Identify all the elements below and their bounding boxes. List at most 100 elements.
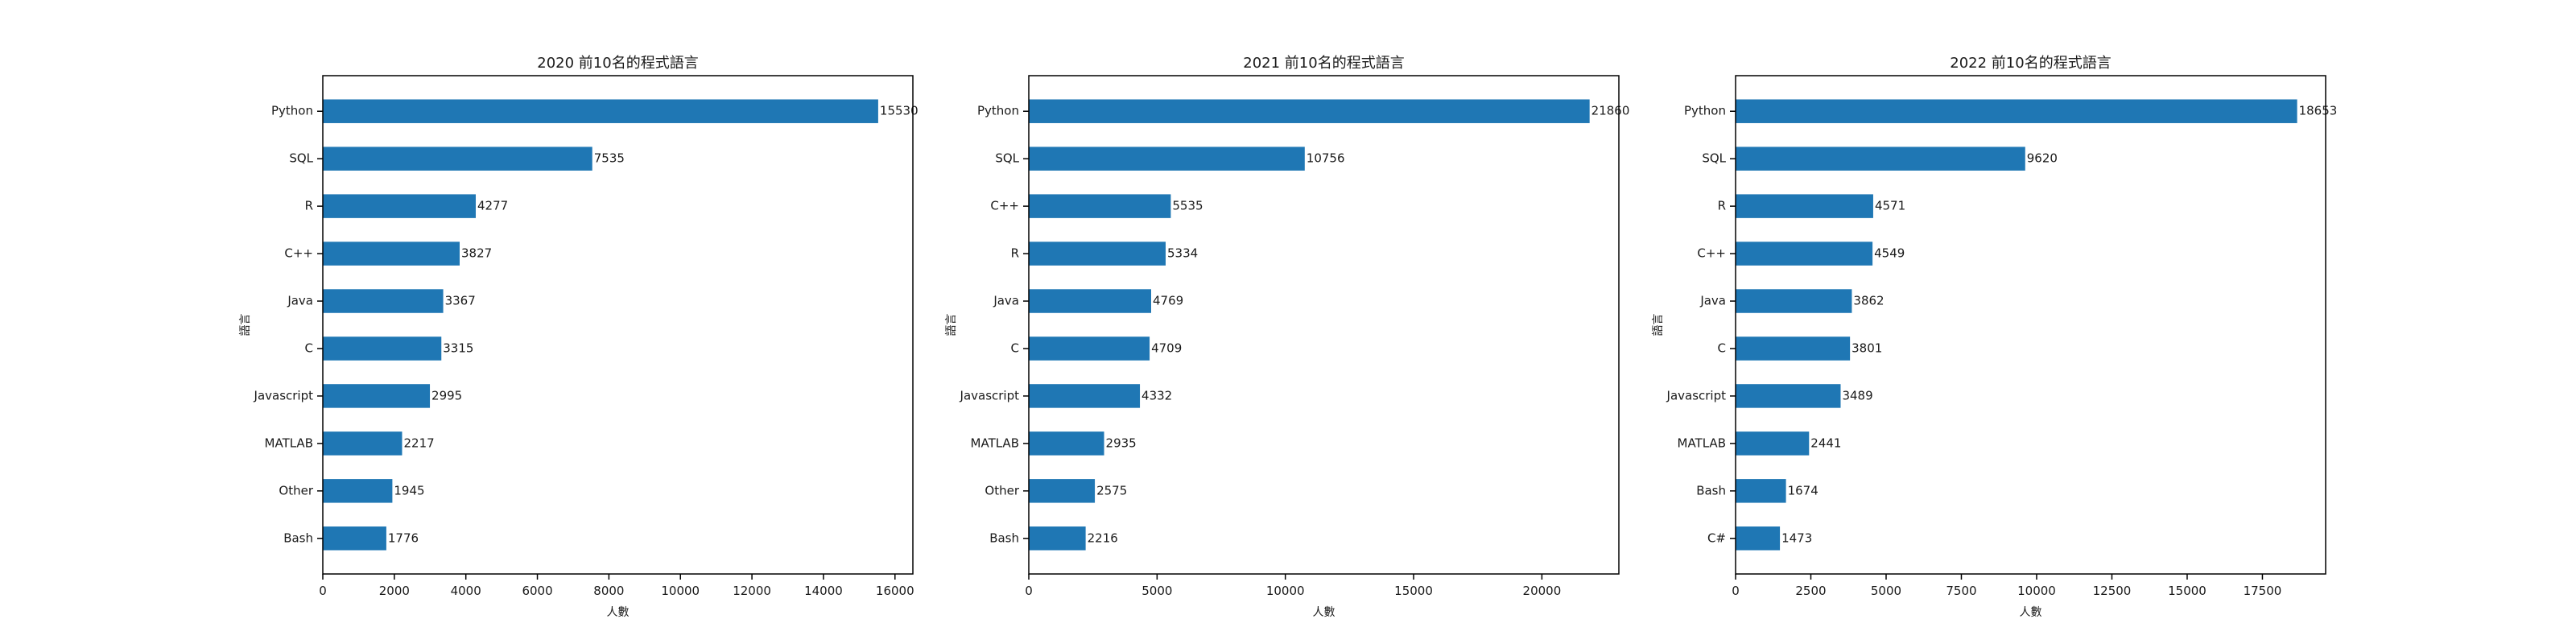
x-tick-label: 6000: [522, 584, 552, 598]
data-label: 3862: [1853, 294, 1884, 308]
y-tick-label: R: [1011, 246, 1019, 261]
bar: [1029, 431, 1104, 456]
y-tick-label: Bash: [1696, 483, 1726, 497]
y-tick-label: C: [1011, 341, 1019, 355]
bar: [1029, 384, 1141, 408]
data-label: 7535: [594, 151, 625, 166]
bar: [1029, 147, 1305, 171]
x-tick-label: 7500: [1946, 584, 1976, 598]
x-tick-label: 12000: [733, 584, 771, 598]
bar: [323, 242, 460, 266]
x-tick-label: 10000: [1266, 584, 1305, 598]
chart-title: 2022 前10名的程式語言: [1950, 55, 2111, 72]
y-tick-label: Other: [279, 483, 313, 497]
y-tick-label: MATLAB: [971, 436, 1019, 450]
x-tick-label: 14000: [804, 584, 843, 598]
y-tick-label: SQL: [995, 151, 1019, 166]
bar: [1736, 147, 2025, 171]
data-label: 4769: [1153, 294, 1183, 308]
plot-frame: [1028, 75, 1620, 575]
bar: [323, 194, 477, 218]
data-label: 1945: [394, 483, 424, 497]
chart-panel-3: Python 18653 SQL 9620 R 4571 C++ 4549 Java 3862 C 3…: [1652, 55, 2337, 619]
bar: [323, 289, 444, 313]
y-tick-label: C++: [990, 199, 1019, 213]
bar: [323, 526, 386, 551]
y-tick-label: Javascript: [254, 388, 314, 402]
data-label: 1473: [1781, 530, 1812, 545]
x-tick-label: 0: [1025, 584, 1033, 598]
x-tick-label: 17500: [2244, 584, 2282, 598]
bar: [1029, 242, 1166, 266]
bar: [323, 99, 878, 123]
bar: [1029, 99, 1590, 123]
y-tick-label: Bash: [989, 530, 1019, 545]
data-label: 2216: [1088, 530, 1118, 545]
x-tick-label: 20000: [1523, 584, 1562, 598]
x-tick-label: 16000: [876, 584, 914, 598]
chart-title: 2021 前10名的程式語言: [1243, 55, 1404, 72]
bar: [1736, 431, 1810, 456]
y-tick-label: C++: [1697, 246, 1726, 261]
x-tick-label: 5000: [1141, 584, 1172, 598]
x-axis-label: 人數: [607, 606, 630, 619]
y-tick-label: MATLAB: [265, 436, 313, 450]
y-tick-label: R: [305, 199, 313, 213]
y-tick-label: Javascript: [1666, 388, 1727, 402]
x-axis-label: 人數: [1313, 606, 1335, 619]
x-tick-label: 0: [1732, 584, 1740, 598]
y-tick-label: Python: [1684, 104, 1726, 118]
y-tick-label: Java: [287, 294, 313, 308]
y-tick-label: Java: [993, 294, 1019, 308]
y-tick-label: C#: [1707, 530, 1726, 545]
data-label: 4549: [1874, 246, 1905, 261]
data-label: 2217: [403, 436, 434, 450]
x-tick-label: 2000: [379, 584, 410, 598]
bar: [1029, 289, 1151, 313]
plot-frame: [1735, 75, 2326, 575]
data-label: 5535: [1172, 199, 1203, 213]
bar: [1029, 526, 1086, 551]
x-tick-label: 0: [319, 584, 327, 598]
y-axis-label: 語言: [945, 314, 958, 336]
bar: [1736, 384, 1841, 408]
x-tick-label: 2500: [1795, 584, 1826, 598]
x-tick-label: 15000: [1394, 584, 1433, 598]
data-label: 2995: [431, 388, 462, 402]
plot-frame: [322, 75, 914, 575]
data-label: 4277: [477, 199, 508, 213]
data-label: 1776: [388, 530, 419, 545]
bar: [1736, 194, 1873, 218]
y-tick-label: Other: [985, 483, 1019, 497]
data-label: 3489: [1842, 388, 1872, 402]
bar: [323, 384, 431, 408]
bar: [1736, 479, 1786, 503]
x-tick-label: 10000: [2017, 584, 2056, 598]
chart-panel-1: Python 15530 SQL 7535 R 4277 C++ 3827 Java 3367 C 3…: [239, 55, 919, 619]
data-label: 4571: [1875, 199, 1905, 213]
data-label: 2575: [1096, 483, 1127, 497]
data-label: 2441: [1810, 436, 1841, 450]
y-tick-label: R: [1718, 199, 1726, 213]
x-tick-label: 5000: [1871, 584, 1901, 598]
bar: [1736, 99, 2297, 123]
y-tick-label: Bash: [283, 530, 313, 545]
data-label: 4709: [1151, 341, 1182, 355]
bar: [323, 147, 592, 171]
x-tick-label: 8000: [593, 584, 624, 598]
data-label: 10756: [1307, 151, 1345, 166]
data-label: 3367: [445, 294, 476, 308]
data-label: 21860: [1591, 104, 1630, 118]
data-label: 15530: [880, 104, 919, 118]
bar: [323, 336, 442, 361]
x-tick-label: 10000: [661, 584, 700, 598]
bar: [1029, 336, 1150, 361]
data-label: 9620: [2027, 151, 2058, 166]
data-label: 3315: [443, 341, 473, 355]
y-tick-label: Python: [271, 104, 313, 118]
bar: [323, 431, 402, 456]
x-axis-label: 人數: [2020, 606, 2042, 619]
y-tick-label: Python: [977, 104, 1019, 118]
y-tick-label: SQL: [289, 151, 313, 166]
